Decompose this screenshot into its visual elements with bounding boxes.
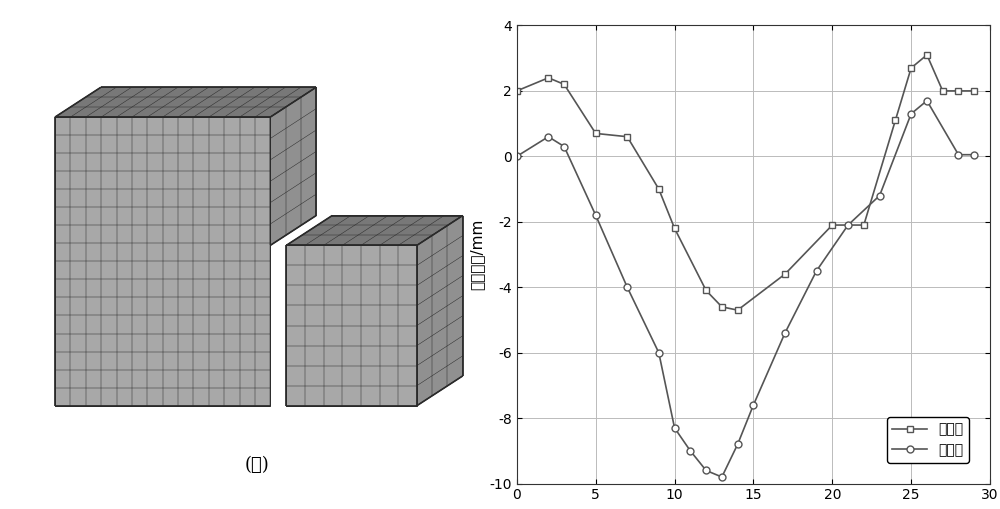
调整前 bbox=[653, 350, 665, 356]
Polygon shape bbox=[55, 117, 270, 406]
调整后 bbox=[621, 134, 633, 140]
调整前 bbox=[590, 212, 602, 218]
调整后 bbox=[968, 88, 980, 94]
调整后 bbox=[921, 52, 933, 58]
调整前 bbox=[747, 402, 759, 408]
调整前 bbox=[542, 134, 554, 140]
调整后 bbox=[558, 81, 570, 88]
调整后 bbox=[732, 307, 744, 313]
Line: 调整后: 调整后 bbox=[513, 51, 978, 314]
调整后 bbox=[826, 222, 838, 228]
调整前 bbox=[952, 152, 964, 158]
调整前 bbox=[669, 425, 681, 431]
调整前 bbox=[874, 192, 886, 199]
调整前 bbox=[684, 448, 696, 454]
调整后 bbox=[889, 117, 901, 123]
调整前 bbox=[732, 441, 744, 447]
调整后 bbox=[716, 304, 728, 310]
X-axis label: x方向距离/m: x方向距离/m bbox=[721, 508, 786, 509]
调整前 bbox=[511, 153, 523, 159]
调整后 bbox=[937, 88, 949, 94]
调整前 bbox=[968, 152, 980, 158]
调整前 bbox=[842, 222, 854, 228]
调整前 bbox=[905, 111, 917, 117]
调整前 bbox=[621, 284, 633, 290]
Line: 调整前: 调整前 bbox=[513, 97, 978, 480]
调整后 bbox=[511, 88, 523, 94]
调整后 bbox=[542, 75, 554, 81]
Polygon shape bbox=[286, 216, 463, 245]
调整后 bbox=[905, 65, 917, 71]
调整前 bbox=[779, 330, 791, 336]
调整后 bbox=[779, 271, 791, 277]
调整前 bbox=[716, 474, 728, 480]
调整前 bbox=[921, 98, 933, 104]
调整后 bbox=[669, 225, 681, 232]
调整前 bbox=[700, 467, 712, 473]
Polygon shape bbox=[55, 88, 316, 117]
调整后 bbox=[952, 88, 964, 94]
Legend: 调整后, 调整前: 调整后, 调整前 bbox=[887, 417, 969, 463]
Y-axis label: 地表沉降/mm: 地表沉降/mm bbox=[469, 219, 484, 290]
Polygon shape bbox=[417, 216, 463, 406]
Text: (ａ): (ａ) bbox=[244, 457, 269, 474]
调整后 bbox=[858, 222, 870, 228]
调整后 bbox=[590, 130, 602, 136]
调整前 bbox=[558, 144, 570, 150]
Polygon shape bbox=[270, 88, 316, 245]
调整前 bbox=[811, 268, 823, 274]
Polygon shape bbox=[286, 245, 417, 406]
调整后 bbox=[653, 186, 665, 192]
调整后 bbox=[700, 288, 712, 294]
